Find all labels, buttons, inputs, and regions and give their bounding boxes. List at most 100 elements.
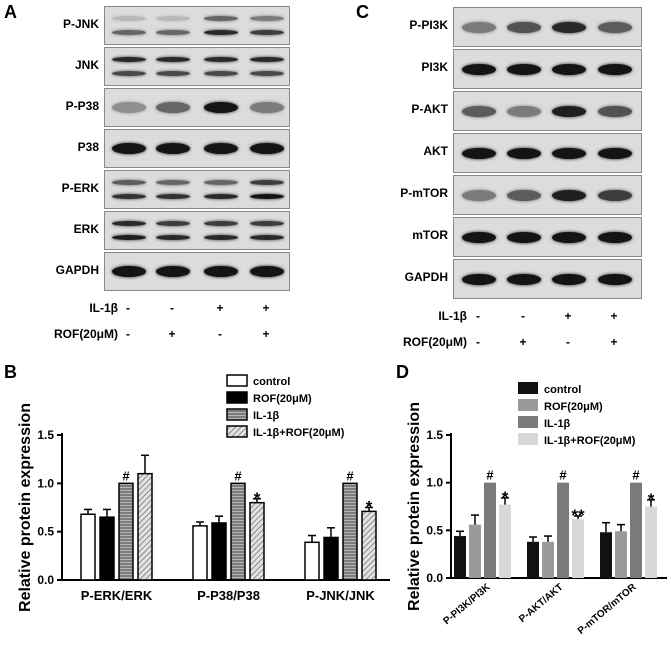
blot-strip: [104, 88, 290, 127]
blot-band: [204, 193, 238, 199]
bar-p-pi3k-pi3k-1: [469, 524, 481, 578]
blot-strip: [453, 133, 642, 173]
legend-label: IL-1β: [544, 418, 571, 430]
blot-strip: [104, 170, 290, 209]
blot-band: [507, 189, 541, 201]
y-tick-label: 1.0: [426, 476, 443, 490]
category-label: P-ERK/ERK: [81, 588, 153, 603]
blot-label-gapdh: GAPDH: [404, 270, 448, 284]
legend-swatch: [518, 382, 538, 394]
blot-band: [156, 220, 190, 226]
blot-band: [204, 143, 238, 154]
blot-strip: [104, 211, 290, 250]
blot-strip: [104, 47, 290, 86]
blot-band: [462, 147, 496, 159]
legend-swatch: [226, 374, 248, 387]
bar-p-mtor-mtor-1: [615, 531, 627, 578]
blot-band: [156, 56, 190, 62]
blot-band: [204, 70, 238, 76]
condition-sign: +: [262, 327, 270, 341]
bar-p-erk-erk-2: [118, 482, 134, 581]
blot-strip: [453, 175, 642, 215]
blot-label-erk: ERK: [73, 221, 99, 236]
significance-mark: **: [571, 506, 585, 525]
bar-p-mtor-mtor-0: [600, 532, 612, 578]
blot-band: [204, 220, 238, 226]
blot-label-p-akt: P-AKT: [411, 102, 448, 116]
legend-label: IL-1β+ROF(20μM): [253, 427, 345, 439]
bar-p-erk-erk-3: [137, 472, 153, 581]
blot-band: [552, 105, 586, 117]
blot-band: [112, 179, 146, 185]
blot-band: [250, 70, 284, 76]
blot-band: [250, 266, 284, 277]
blot-band: [462, 273, 496, 285]
blot-band: [462, 21, 496, 33]
y-tick-label: 1.5: [37, 428, 54, 442]
blot-band: [250, 179, 284, 185]
significance-mark: *: [366, 498, 373, 517]
y-tick-label: 0.0: [426, 571, 443, 585]
condition-sign: +: [216, 301, 224, 315]
blot-band: [156, 179, 190, 185]
blot-band: [250, 56, 284, 62]
blot-strip: [453, 49, 642, 89]
condition-sign: -: [476, 335, 480, 349]
blot-band: [462, 189, 496, 201]
panel-letter-c: C: [356, 2, 369, 22]
blot-band: [156, 102, 190, 113]
condition-sign: -: [126, 301, 130, 315]
legend-label: ROF(20μM): [253, 393, 312, 405]
condition-sign: +: [564, 309, 572, 323]
bar-p-p38-p38-2: [230, 482, 246, 581]
significance-mark: *: [254, 489, 261, 508]
blot-band: [462, 105, 496, 117]
blot-band: [507, 273, 541, 285]
blot-band: [462, 231, 496, 243]
blot-band: [112, 234, 146, 240]
legend-label: IL-1β: [253, 410, 280, 422]
condition-label: ROF(20μM): [402, 335, 467, 349]
y-tick-label: 1.5: [426, 428, 443, 442]
blot-band: [204, 234, 238, 240]
blot-band: [250, 234, 284, 240]
blot-band: [156, 15, 190, 21]
blot-band: [204, 266, 238, 277]
blot-band: [156, 266, 190, 277]
bar-p-pi3k-pi3k-2: [484, 482, 496, 578]
blot-band: [112, 266, 146, 277]
condition-label: ROF(20μM): [53, 327, 118, 341]
blot-strip: [453, 91, 642, 131]
bar-p-p38-p38-0: [192, 525, 208, 581]
y-tick-label: 0.0: [37, 573, 54, 587]
blot-band: [250, 220, 284, 226]
blot-strip: [453, 259, 642, 299]
blot-label-p-pi3k: P-PI3K: [409, 18, 448, 32]
bar-p-akt-akt-1: [542, 541, 554, 578]
bar-p-p38-p38-3: [249, 501, 265, 581]
blot-band: [250, 15, 284, 21]
significance-mark: #: [486, 468, 494, 483]
significance-mark: *: [648, 490, 655, 509]
blot-band: [112, 102, 146, 113]
panel-letter-a: A: [4, 2, 17, 22]
blot-band: [204, 56, 238, 62]
blot-band: [156, 193, 190, 199]
blot-band: [112, 70, 146, 76]
bar-p-mtor-mtor-3: [645, 506, 657, 578]
y-tick-label: 0.5: [426, 523, 443, 537]
blot-band: [250, 193, 284, 199]
blot-band: [112, 193, 146, 199]
blot-band: [507, 105, 541, 117]
significance-mark: #: [632, 468, 640, 483]
blot-band: [507, 21, 541, 33]
legend-swatch: [518, 433, 538, 445]
bar-p-akt-akt-2: [557, 482, 569, 578]
blot-band: [598, 231, 632, 243]
blot-label-p-p38: P-P38: [65, 98, 99, 113]
panel-letter-d: D: [396, 362, 409, 382]
legend-swatch: [226, 408, 248, 421]
bar-p-p38-p38-1: [211, 522, 227, 581]
blot-band: [598, 21, 632, 33]
